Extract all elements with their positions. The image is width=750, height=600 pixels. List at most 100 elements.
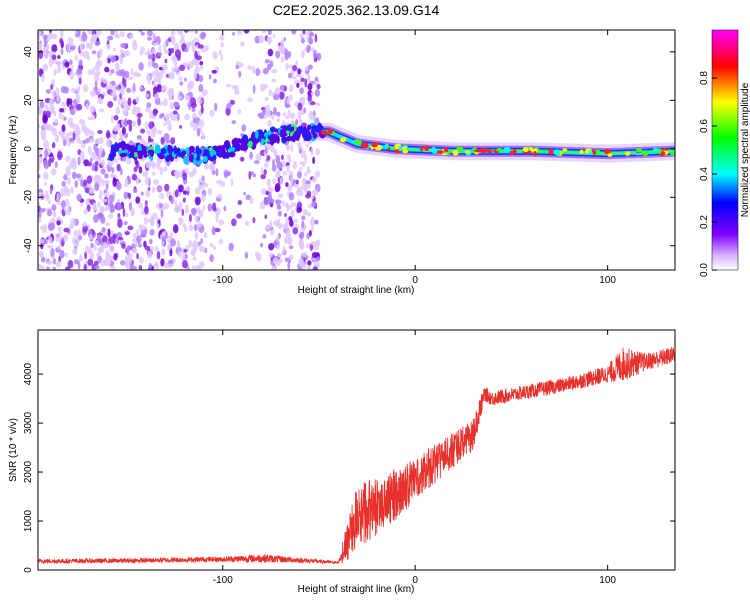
spectrogram-noise-blob bbox=[170, 114, 177, 122]
spectrogram-noise-blob bbox=[272, 178, 276, 185]
spectrogram-noise-blob bbox=[111, 91, 117, 98]
spectrogram-noise-blob bbox=[132, 39, 137, 47]
spectrogram-noise-blob bbox=[82, 84, 89, 93]
carrier-blob bbox=[206, 150, 211, 159]
spectrogram-noise-blob bbox=[261, 188, 267, 196]
spectrogram-noise-blob bbox=[296, 170, 302, 179]
spectrogram-noise-blob bbox=[262, 234, 267, 239]
carrier-hotspot bbox=[562, 148, 568, 152]
spectrogram-noise-blob bbox=[272, 106, 277, 116]
spectrogram-noise-blob bbox=[309, 219, 316, 227]
spectrogram-noise-blob bbox=[310, 91, 315, 96]
spectrogram-noise-blob bbox=[193, 239, 197, 247]
spectrogram-noise-blob bbox=[48, 236, 53, 245]
spectrogram-noise-blob bbox=[270, 144, 275, 153]
spectrogram-noise-blob bbox=[194, 187, 201, 195]
spectrogram-noise-blob bbox=[172, 224, 179, 234]
spectrogram-noise-blob bbox=[131, 174, 138, 181]
spectrogram-noise-blob bbox=[307, 83, 313, 91]
spectrogram-noise-blob bbox=[194, 215, 199, 224]
spectrogram-noise-blob bbox=[96, 234, 102, 239]
spectrogram-noise-blob bbox=[277, 193, 284, 199]
spectrogram-noise-blob bbox=[267, 48, 274, 57]
spectrogram-noise-blob bbox=[124, 117, 128, 127]
spectrogram-noise-blob bbox=[49, 188, 53, 195]
spectrogram-noise-blob bbox=[132, 120, 137, 128]
spectrogram-noise-blob bbox=[191, 106, 196, 113]
carrier-blob bbox=[242, 134, 249, 143]
carrier-blob bbox=[167, 144, 171, 154]
spectrogram-noise-blob bbox=[51, 54, 57, 61]
spectrogram-noise-blob bbox=[182, 172, 188, 181]
spectrogram-noise-blob bbox=[306, 190, 312, 197]
spectrogram-noise-blob bbox=[247, 65, 253, 70]
spectrogram-noise-blob bbox=[154, 93, 159, 100]
spectrogram-noise-blob bbox=[105, 249, 109, 258]
spectrogram-noise-blob bbox=[46, 260, 53, 266]
spectrogram-noise-blob bbox=[192, 37, 199, 44]
spectrogram-noise-blob bbox=[178, 184, 184, 193]
spectrogram-noise-blob bbox=[271, 114, 275, 121]
spectrogram-noise-blob bbox=[89, 157, 93, 162]
spectrogram-noise-blob bbox=[160, 209, 164, 218]
spectrogram-noise-blob bbox=[69, 137, 74, 143]
spectrogram-noise-blob bbox=[98, 146, 103, 155]
spectrogram-noise-blob bbox=[43, 238, 48, 245]
spectrogram-noise-blob bbox=[164, 49, 170, 55]
spectrogram-noise-blob bbox=[45, 89, 52, 94]
spectrogram-noise-blob bbox=[115, 106, 121, 115]
spectrogram-noise-blob bbox=[283, 236, 289, 244]
carrier-hotspot bbox=[670, 151, 675, 156]
spectrogram-noise-blob bbox=[132, 266, 137, 270]
spectrogram-noise-blob bbox=[73, 238, 80, 248]
spectrogram-noise-blob bbox=[308, 32, 315, 37]
spectrogram-noise-blob bbox=[230, 99, 236, 105]
spectrogram-noise-blob bbox=[47, 200, 51, 205]
spectrogram-noise-blob bbox=[109, 173, 115, 179]
spectrogram-noise-blob bbox=[238, 70, 242, 78]
spectrogram-noise-blob bbox=[86, 54, 91, 61]
spectrogram-noise-blob bbox=[87, 161, 93, 167]
carrier-blob bbox=[183, 155, 189, 165]
snr-ytick-label: 2000 bbox=[23, 460, 34, 483]
spectrogram-noise-blob bbox=[173, 169, 180, 178]
spectrogram-noise-blob bbox=[38, 156, 43, 164]
spectrogram-noise-blob bbox=[276, 252, 283, 258]
spectrogram-noise-blob bbox=[56, 201, 63, 206]
spectrogram-noise-blob bbox=[292, 227, 299, 235]
spectrogram-noise-blob bbox=[133, 71, 139, 77]
spectrogram-noise-blob bbox=[113, 30, 119, 39]
spectrogram-noise-blob bbox=[140, 128, 146, 134]
spectrogram-noise-blob bbox=[308, 229, 312, 237]
spectrogram-noise-blob bbox=[268, 144, 272, 150]
spectrogram-noise-blob bbox=[68, 131, 74, 136]
spectrogram-noise-blob bbox=[39, 238, 45, 244]
spectrogram-noise-blob bbox=[295, 179, 299, 185]
carrier-blob bbox=[160, 147, 167, 155]
spectrogram-noise-blob bbox=[268, 89, 273, 97]
carrier-hotspot bbox=[531, 148, 538, 153]
spectrogram-noise-blob bbox=[78, 234, 83, 241]
snr-series-line bbox=[38, 346, 675, 565]
spectrogram-noise-blob bbox=[80, 150, 85, 160]
spectrogram-noise-blob bbox=[82, 126, 88, 134]
spectrogram-noise-blob bbox=[287, 109, 291, 119]
spectrogram-noise-blob bbox=[201, 89, 208, 95]
spectrogram-noise-blob bbox=[275, 236, 280, 243]
spectrogram-noise-blob bbox=[57, 150, 63, 160]
spectrogram-noise-blob bbox=[197, 44, 204, 49]
spectrogram-noise-blob bbox=[94, 138, 99, 145]
carrier-blob bbox=[251, 131, 255, 138]
carrier-blob bbox=[242, 145, 248, 151]
spectrogram-noise-blob bbox=[218, 219, 225, 226]
spectrogram-noise-blob bbox=[300, 77, 305, 82]
spectrogram-noise-blob bbox=[171, 66, 175, 73]
spectrogram-noise-blob bbox=[58, 230, 62, 238]
spectrogram-noise-blob bbox=[91, 33, 97, 43]
spectrogram-noise-blob bbox=[158, 192, 165, 200]
spectrogram-noise-blob bbox=[163, 42, 167, 52]
spectrogram-noise-blob bbox=[126, 244, 131, 252]
spectrogram-noise-blob bbox=[292, 160, 298, 170]
spectrogram-noise-blob bbox=[198, 118, 205, 128]
spectrogram-noise-blob bbox=[160, 258, 165, 267]
